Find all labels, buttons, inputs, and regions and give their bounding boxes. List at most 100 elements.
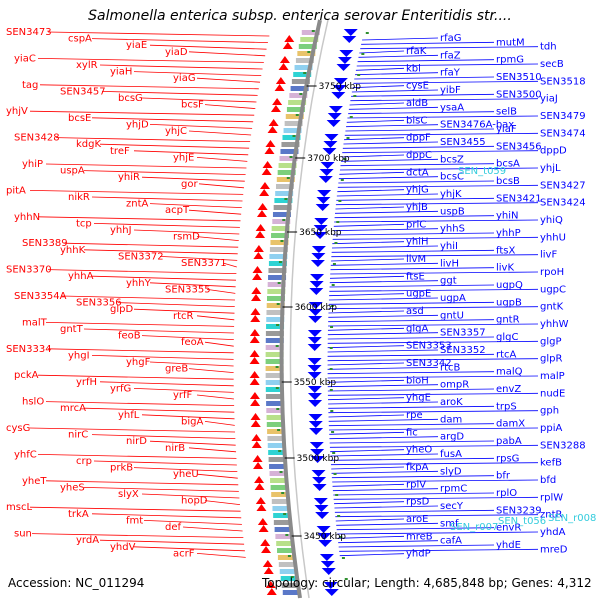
gene-label-left[interactable]: cysG: [6, 423, 30, 434]
gene-label-right[interactable]: bcsB: [496, 176, 520, 187]
gene-label-right[interactable]: glpR: [540, 354, 562, 365]
gene-label-left[interactable]: pckA: [14, 370, 39, 381]
gene-label-right[interactable]: pabA: [496, 436, 522, 447]
gene-label-right[interactable]: ftsX: [496, 245, 515, 256]
gene-label-right[interactable]: yhhP: [496, 228, 521, 239]
gene-label-left[interactable]: yhjV: [6, 106, 28, 117]
gene-label-left[interactable]: def: [165, 522, 182, 533]
gene-label-left[interactable]: tcp: [76, 218, 92, 229]
gene-label-right[interactable]: SEN3353: [406, 341, 452, 352]
gene-label-left[interactable]: bigA: [181, 416, 203, 427]
gene-label-right[interactable]: SEN3357: [440, 328, 486, 339]
gene-label-right[interactable]: bfr: [496, 471, 511, 482]
gene-label-right[interactable]: bcsA: [496, 159, 520, 170]
gene-label-left[interactable]: pitA: [6, 185, 26, 196]
gene-label-right[interactable]: bisC: [406, 115, 427, 126]
gene-label-right[interactable]: dppF: [406, 133, 431, 144]
gene-label-right[interactable]: rplW: [540, 492, 563, 503]
gene-label-right[interactable]: dam: [440, 414, 462, 425]
gene-label-right[interactable]: SEN3455: [440, 137, 486, 148]
gene-label-left[interactable]: yhhY: [126, 278, 152, 289]
gene-label-right[interactable]: cysE: [406, 81, 429, 92]
gene-label-right[interactable]: ompR: [440, 380, 469, 391]
gene-label-right[interactable]: fkpA: [406, 462, 429, 473]
gene-label-right[interactable]: kbl: [406, 63, 421, 74]
gene-label-left[interactable]: glpD: [110, 304, 133, 315]
gene-label-right[interactable]: yhjL: [540, 163, 561, 174]
gene-label-left[interactable]: bcsG: [118, 93, 143, 104]
gene-label-right[interactable]: zntR: [540, 510, 563, 521]
gene-label-left[interactable]: tag: [22, 80, 38, 91]
gene-label-left[interactable]: SEN3428: [14, 133, 60, 144]
gene-label-right[interactable]: bioH: [406, 375, 429, 386]
gene-label-right[interactable]: yhhU: [540, 232, 566, 243]
gene-label-right[interactable]: SEN3474: [540, 128, 586, 139]
gene-label-right[interactable]: aroE: [406, 514, 428, 525]
gene-label-left[interactable]: yhjD: [126, 119, 149, 130]
gene-label-right[interactable]: mutM: [496, 37, 525, 48]
gene-label-left[interactable]: bcsF: [181, 100, 204, 111]
gene-label-left[interactable]: prkB: [110, 463, 133, 474]
gene-label-left[interactable]: SEN3457: [60, 86, 106, 97]
gene-label-left[interactable]: yhfC: [14, 449, 37, 460]
gene-label-left[interactable]: yiaG: [173, 73, 196, 84]
gene-label-left[interactable]: yhgI: [68, 350, 90, 361]
gene-label-left[interactable]: acpT: [165, 205, 190, 216]
gene-label-right[interactable]: SEN3456: [496, 141, 542, 152]
gene-label-right[interactable]: ppiA: [540, 423, 562, 434]
gene-label-left[interactable]: SEN3473: [6, 27, 52, 38]
gene-label-right[interactable]: SEN3427: [540, 180, 586, 191]
rna-gene-label[interactable]: SEN_t056: [498, 516, 546, 527]
gene-label-right[interactable]: glgA: [406, 323, 428, 334]
gene-label-right[interactable]: rtcB: [440, 362, 461, 373]
gene-label-right[interactable]: yhdP: [406, 549, 431, 560]
gene-label-right[interactable]: malP: [540, 371, 565, 382]
gene-label-right[interactable]: gntU: [440, 310, 464, 321]
gene-label-right[interactable]: rplV: [406, 479, 426, 490]
gene-label-right[interactable]: envZ: [496, 384, 521, 395]
gene-label-left[interactable]: yhiP: [22, 159, 43, 170]
gene-label-right[interactable]: tdh: [540, 42, 557, 53]
gene-label-left[interactable]: yhfL: [118, 410, 140, 421]
rna-gene-label[interactable]: SEN_r008: [548, 513, 596, 524]
gene-label-left[interactable]: gor: [181, 179, 198, 190]
gene-label-right[interactable]: rfaZ: [440, 50, 461, 61]
gene-label-right[interactable]: mreB: [406, 531, 433, 542]
gene-label-right[interactable]: ggt: [440, 276, 457, 287]
gene-label-left[interactable]: yiaE: [126, 40, 147, 51]
gene-label-left[interactable]: hopD: [181, 496, 208, 507]
gene-label-right[interactable]: yhgE: [406, 393, 431, 404]
gene-label-right[interactable]: aroK: [440, 397, 463, 408]
gene-label-right[interactable]: yhdE: [496, 540, 521, 551]
gene-label-left[interactable]: bcsE: [68, 113, 91, 124]
gene-label-right[interactable]: yhiQ: [540, 215, 563, 226]
gene-label-right[interactable]: yibF: [440, 85, 461, 96]
gene-label-right[interactable]: yhiI: [440, 241, 458, 252]
gene-label-left[interactable]: yhgF: [126, 357, 151, 368]
gene-label-left[interactable]: SEN3355: [165, 284, 211, 295]
gene-label-right[interactable]: SEN3518: [540, 76, 586, 87]
gene-label-left[interactable]: yiaC: [14, 53, 36, 64]
gene-label-right[interactable]: bfd: [540, 475, 556, 486]
gene-label-right[interactable]: dppC: [406, 150, 432, 161]
gene-label-right[interactable]: yheO: [406, 445, 432, 456]
gene-label-right[interactable]: nudE: [540, 388, 565, 399]
gene-label-left[interactable]: uspA: [60, 166, 85, 177]
gene-label-right[interactable]: SEN3510: [496, 72, 542, 83]
gene-label-right[interactable]: gntR: [496, 315, 520, 326]
gene-label-right[interactable]: rpsD: [406, 497, 430, 508]
gene-label-left[interactable]: mscL: [6, 502, 32, 513]
gene-label-left[interactable]: nirB: [165, 443, 185, 454]
gene-label-right[interactable]: kefB: [540, 458, 562, 469]
gene-label-left[interactable]: rtcR: [173, 311, 194, 322]
gene-label-left[interactable]: SEN3389: [22, 238, 68, 249]
gene-label-right[interactable]: cafA: [440, 536, 462, 547]
gene-label-right[interactable]: bcsZ: [440, 154, 464, 165]
gene-label-right[interactable]: selB: [496, 107, 517, 118]
gene-label-right[interactable]: yhjG: [406, 185, 429, 196]
gene-label-right[interactable]: malQ: [496, 367, 523, 378]
gene-label-left[interactable]: cspA: [68, 34, 92, 45]
gene-label-right[interactable]: bcsC: [440, 172, 464, 183]
gene-label-left[interactable]: nikR: [68, 192, 90, 203]
gene-label-right[interactable]: ysaA: [440, 102, 464, 113]
